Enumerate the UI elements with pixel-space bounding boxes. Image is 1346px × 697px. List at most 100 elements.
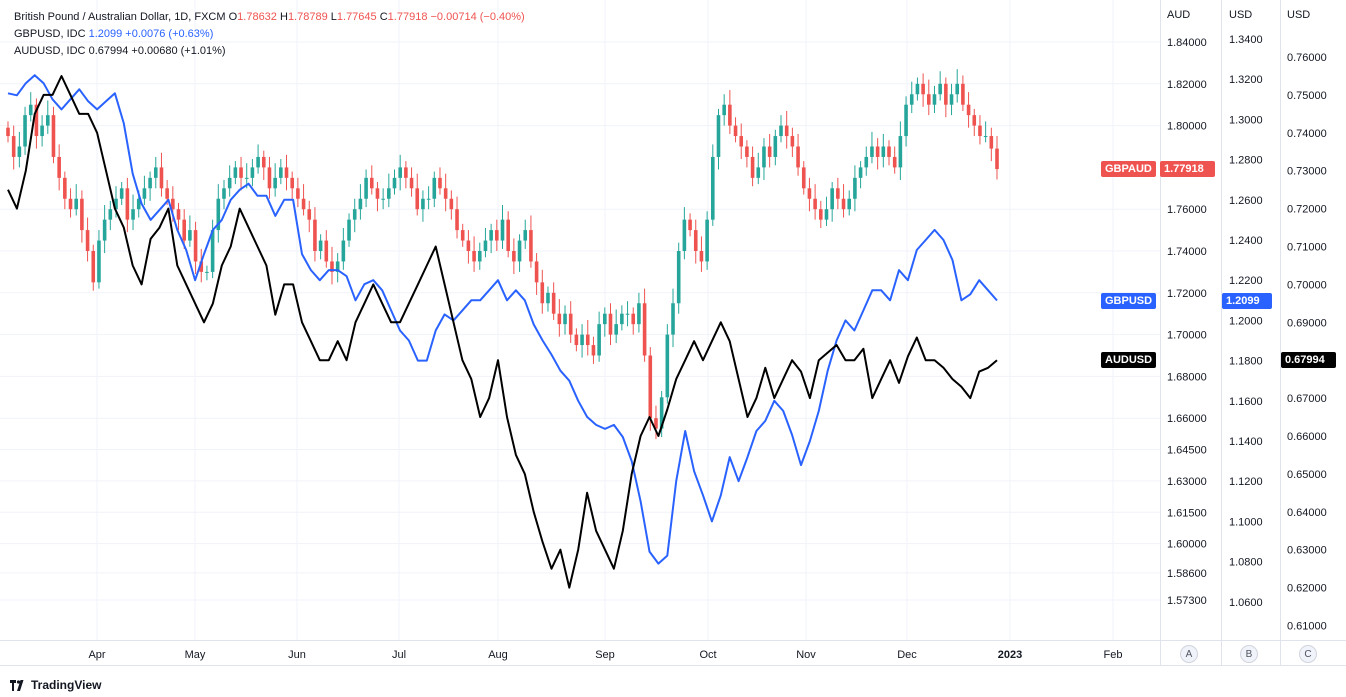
candle-body: [995, 148, 999, 170]
candle-body: [51, 115, 56, 157]
legend-gbpaud[interactable]: British Pound / Australian Dollar, 1D, F…: [14, 9, 525, 26]
candle-body: [63, 177, 67, 199]
axis-b-tick-label: 1.2400: [1229, 235, 1263, 247]
candle-body: [716, 115, 721, 157]
x-tick-label: May: [185, 649, 206, 661]
candle-body: [813, 198, 817, 210]
candle-body: [85, 230, 90, 251]
axis-c-tick-label: 0.70000: [1287, 279, 1327, 291]
candle-body: [466, 240, 471, 251]
candle-body: [244, 177, 249, 179]
candle-body: [188, 230, 192, 241]
candle-body: [273, 177, 277, 189]
candle-body: [818, 209, 823, 220]
candle-body: [779, 125, 783, 137]
axis-c-tick-label: 0.65000: [1287, 469, 1327, 481]
candle-body: [597, 324, 601, 356]
candle-body: [500, 219, 505, 241]
candle-body: [944, 83, 948, 105]
candle-body: [978, 125, 982, 137]
candle-body: [887, 146, 891, 157]
candle-body: [671, 303, 675, 335]
x-tick-label: Nov: [796, 649, 816, 661]
axis-a-tick-label: 1.61500: [1167, 507, 1207, 519]
candle-body: [102, 219, 107, 241]
axis-c-tick-label: 0.73000: [1287, 166, 1327, 178]
candle-body: [892, 156, 897, 168]
legend-audusd[interactable]: AUDUSD, IDC 0.67994 +0.00680 (+1.01%): [14, 43, 525, 60]
candle-body: [574, 334, 579, 346]
candle-body: [284, 167, 289, 178]
candle-body: [608, 313, 613, 335]
candle-body: [580, 334, 584, 346]
candle-body: [307, 209, 312, 220]
candle-body: [682, 219, 687, 251]
tradingview-branding[interactable]: TradingView: [10, 678, 101, 692]
candle-body: [233, 167, 238, 178]
audusd-price-tag: 0.67994: [1281, 352, 1336, 368]
candle-body: [352, 209, 357, 220]
candle-body: [267, 167, 272, 189]
axis-a-tick-label: 1.80000: [1167, 121, 1207, 133]
candle-body: [699, 251, 704, 262]
scale-a-button[interactable]: A: [1180, 645, 1198, 663]
x-tick-label: Dec: [897, 649, 917, 661]
scale-c-button[interactable]: C: [1299, 645, 1317, 663]
candle-body: [512, 251, 516, 262]
candle-body: [449, 198, 454, 210]
axis-b-unit: USD: [1229, 9, 1253, 21]
candle-body: [603, 313, 607, 325]
legend-audusd-value: 0.67994: [88, 45, 129, 57]
candle-body: [801, 167, 806, 189]
x-tick-label: 2023: [998, 649, 1022, 661]
axis-b-tick-label: 1.1400: [1229, 436, 1263, 448]
candle-body: [750, 156, 755, 178]
axis-a-ticks: 1.84000 1.82000 1.80000 1.76000 1.74000 1.720…: [1167, 37, 1207, 607]
candle-body: [182, 219, 187, 241]
axis-a-tick-label: 1.64500: [1167, 445, 1207, 457]
axis-a-tick-label: 1.84000: [1167, 37, 1207, 49]
candle-body: [392, 177, 397, 189]
axis-b-tick-label: 1.0800: [1229, 557, 1263, 569]
candle-body: [642, 303, 647, 356]
axis-c-tick-label: 0.72000: [1287, 204, 1327, 216]
candle-body: [250, 167, 255, 178]
candle-body: [324, 240, 329, 262]
candle-body: [387, 188, 391, 199]
candle-body: [864, 156, 869, 168]
candle-body: [261, 156, 266, 168]
candle-body: [398, 167, 402, 178]
scale-b-button[interactable]: B: [1240, 645, 1258, 663]
candle-body: [199, 261, 204, 272]
axis-b-tick-label: 1.3200: [1229, 74, 1263, 86]
candle-body: [108, 209, 113, 220]
axis-b-ticks: 1.3400 1.3200 1.3000 1.2800 1.2600 1.2400 1.22…: [1229, 34, 1263, 609]
candle-body: [665, 334, 670, 398]
axis-b-tick-label: 1.2600: [1229, 195, 1263, 207]
candle-body: [881, 146, 886, 157]
x-tick-label: Oct: [699, 649, 716, 661]
candle-body: [529, 230, 533, 262]
candle-body: [875, 146, 880, 157]
candle-body: [711, 156, 715, 220]
candle-body: [335, 261, 340, 272]
candle-body: [119, 188, 124, 199]
candle-body: [693, 230, 698, 251]
candle-body: [432, 177, 437, 199]
candle-body: [540, 282, 545, 304]
candle-body: [648, 355, 653, 419]
candle-body: [318, 240, 323, 251]
axis-a-tick-label: 1.58600: [1167, 568, 1207, 580]
legend-gbpusd[interactable]: GBPUSD, IDC 1.2099 +0.0076 (+0.63%): [14, 26, 525, 43]
candle-body: [614, 324, 618, 335]
candle-body: [591, 345, 596, 356]
candle-body: [57, 156, 61, 178]
candle-body: [733, 125, 738, 137]
candle-body: [784, 125, 789, 137]
legend-close-value: 1.77918: [387, 11, 428, 23]
candle-body: [728, 104, 732, 126]
candle-body: [358, 198, 363, 210]
axis-c-tick-label: 0.66000: [1287, 431, 1327, 443]
candle-body: [45, 115, 50, 126]
